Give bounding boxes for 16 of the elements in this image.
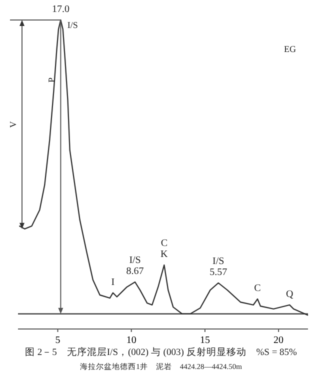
annotation: Q xyxy=(286,288,294,300)
x-tick-label: 5 xyxy=(55,335,60,346)
annotation: EG xyxy=(284,44,296,54)
annotation: 17.0 xyxy=(52,4,70,15)
annotation: C K xyxy=(160,238,169,260)
annotation: I/S 5.57 xyxy=(210,256,228,278)
annotation: I/S xyxy=(67,20,78,30)
x-tick-label: 10 xyxy=(126,335,136,346)
annotation: C xyxy=(254,283,262,294)
ref-line-label: P xyxy=(46,77,57,83)
x-tick-label: 15 xyxy=(200,335,210,346)
annotation: I/S 8.67 xyxy=(126,255,144,278)
text: 图 2－5 无序混层I/S，(002) 与 (003) 反射明显移动 %S = 85% xyxy=(25,346,298,358)
x-tick-label: 20 xyxy=(274,335,284,346)
annotation: I xyxy=(111,276,115,288)
annotation: V xyxy=(8,120,18,128)
